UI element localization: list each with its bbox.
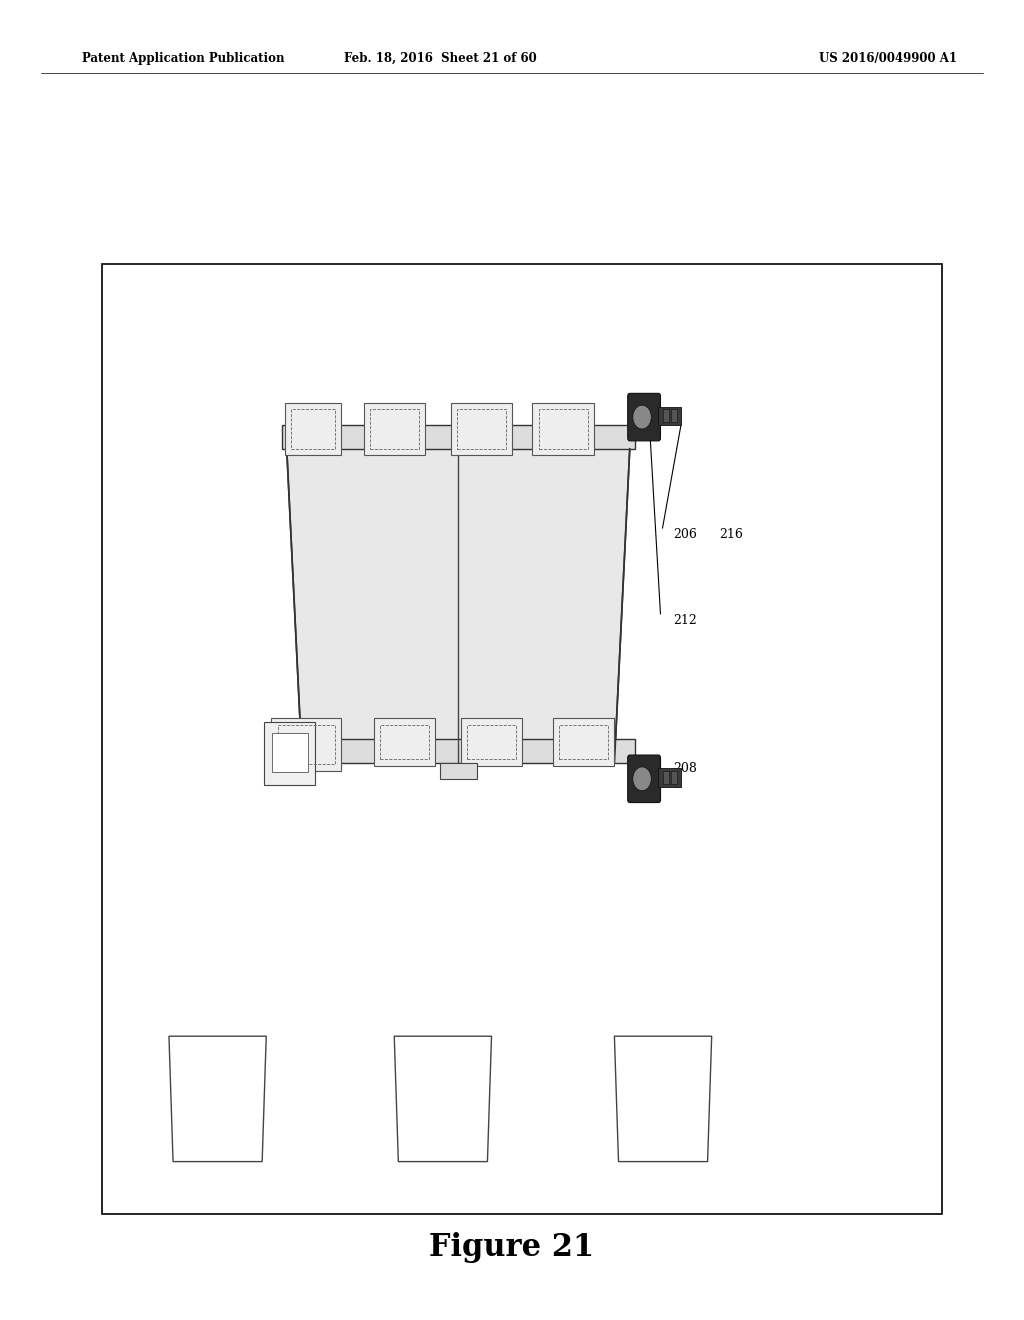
Bar — [271, 718, 341, 771]
Bar — [291, 409, 335, 449]
Text: Feb. 18, 2016  Sheet 21 of 60: Feb. 18, 2016 Sheet 21 of 60 — [344, 51, 537, 65]
Bar — [282, 739, 635, 763]
Bar — [102, 264, 942, 1214]
Bar — [663, 771, 669, 784]
Bar — [440, 763, 476, 779]
Bar — [282, 425, 635, 449]
Bar — [264, 722, 315, 785]
Bar — [457, 409, 506, 449]
Bar — [671, 409, 677, 422]
Bar — [451, 403, 512, 455]
Polygon shape — [614, 1036, 712, 1162]
FancyBboxPatch shape — [628, 393, 660, 441]
Circle shape — [633, 767, 651, 791]
Polygon shape — [394, 1036, 492, 1162]
Bar — [461, 718, 522, 766]
Bar — [553, 718, 614, 766]
Text: Patent Application Publication: Patent Application Publication — [82, 51, 285, 65]
Text: 206: 206 — [673, 528, 696, 541]
Bar — [671, 771, 677, 784]
Text: 208: 208 — [673, 762, 696, 775]
Text: 216: 216 — [719, 528, 742, 541]
Text: Figure 21: Figure 21 — [429, 1232, 595, 1263]
FancyBboxPatch shape — [628, 755, 660, 803]
Polygon shape — [169, 1036, 266, 1162]
Text: US 2016/0049900 A1: US 2016/0049900 A1 — [819, 51, 957, 65]
Polygon shape — [287, 449, 630, 763]
Bar — [559, 725, 608, 759]
Bar — [374, 718, 435, 766]
Bar — [285, 403, 341, 455]
Bar — [663, 409, 669, 422]
Bar — [380, 725, 429, 759]
Circle shape — [633, 405, 651, 429]
Bar — [658, 407, 681, 425]
Bar — [539, 409, 588, 449]
Bar — [278, 725, 335, 764]
Bar — [370, 409, 419, 449]
Bar — [272, 733, 308, 772]
Bar — [467, 725, 516, 759]
Bar — [532, 403, 594, 455]
Bar — [658, 768, 681, 787]
Bar — [364, 403, 425, 455]
Text: 212: 212 — [673, 614, 696, 627]
